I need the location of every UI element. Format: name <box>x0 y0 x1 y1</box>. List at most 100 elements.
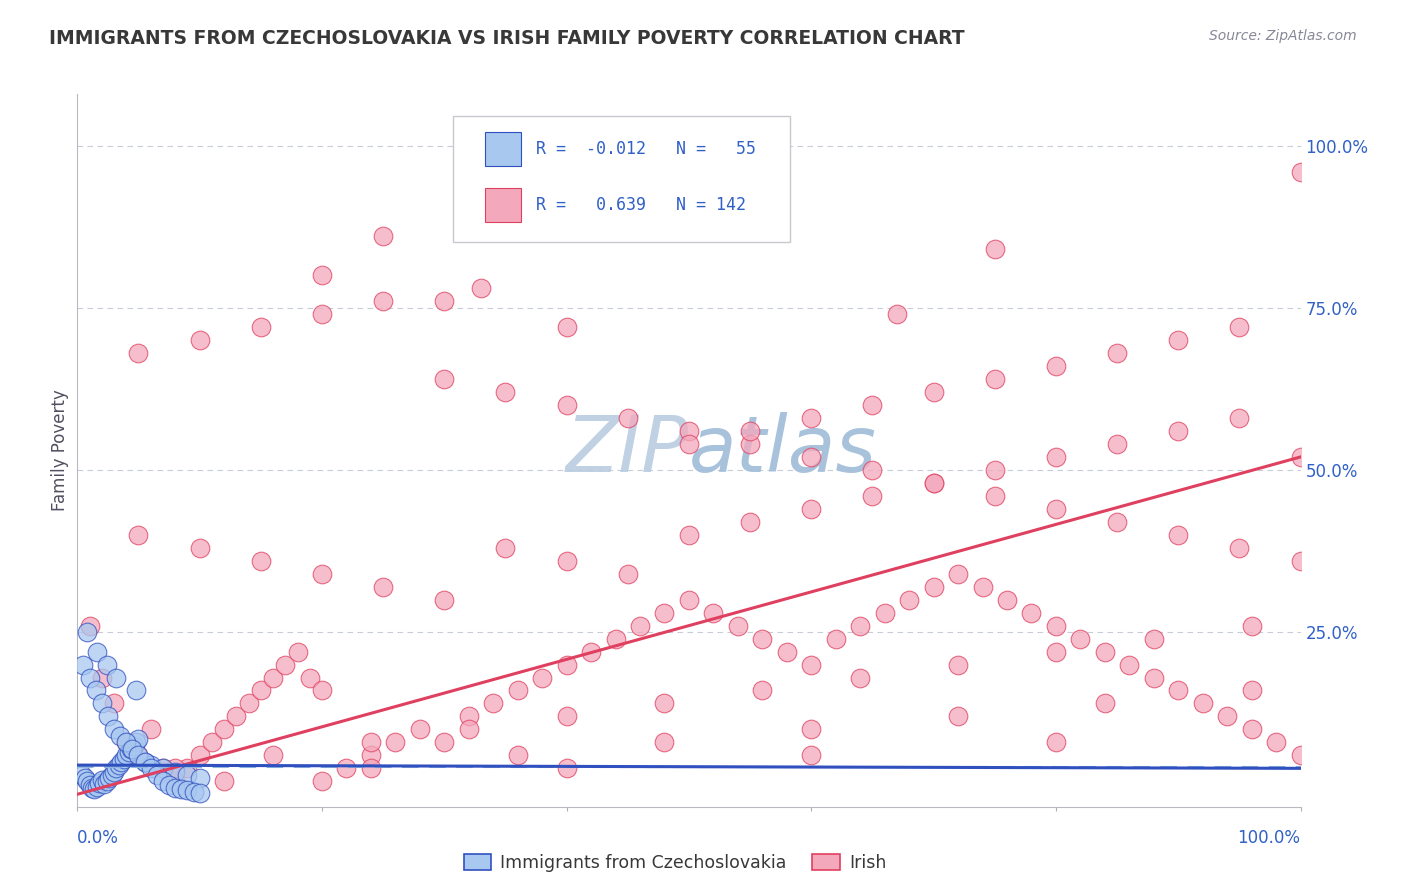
Point <box>654 606 676 620</box>
Point <box>751 683 773 698</box>
Point <box>678 216 700 230</box>
Point <box>1289 748 1312 763</box>
Point <box>1045 450 1067 464</box>
Point <box>139 761 162 775</box>
Point <box>1021 606 1043 620</box>
Legend: Immigrants from Czechoslovakia, Irish: Immigrants from Czechoslovakia, Irish <box>457 847 893 879</box>
Point <box>128 528 150 542</box>
Point <box>165 764 187 779</box>
Point <box>115 735 138 749</box>
Point <box>617 411 640 425</box>
Point <box>605 632 627 646</box>
Point <box>152 761 174 775</box>
Point <box>1094 697 1116 711</box>
Point <box>898 592 921 607</box>
Point <box>1118 657 1140 672</box>
Point <box>922 385 945 400</box>
Point <box>555 398 578 412</box>
Point <box>1045 735 1067 749</box>
Point <box>76 774 98 789</box>
Point <box>79 671 101 685</box>
Point <box>108 758 131 772</box>
Point <box>139 723 162 737</box>
Point <box>555 709 578 723</box>
Point <box>862 398 884 412</box>
Point <box>115 748 138 763</box>
Point <box>79 618 101 632</box>
Point <box>212 723 235 737</box>
Point <box>984 489 1007 503</box>
Point <box>984 463 1007 477</box>
Point <box>103 764 125 779</box>
Point <box>165 761 187 775</box>
Point <box>70 768 93 782</box>
Point <box>678 528 700 542</box>
Point <box>654 735 676 749</box>
Point <box>152 761 174 775</box>
Point <box>274 657 297 672</box>
Point <box>1289 554 1312 568</box>
Point <box>506 683 529 698</box>
Point <box>134 755 156 769</box>
Point <box>262 671 284 685</box>
Point <box>1143 632 1166 646</box>
Point <box>84 683 107 698</box>
Point <box>849 671 872 685</box>
Point <box>311 307 333 321</box>
Point <box>335 761 357 775</box>
Text: Source: ZipAtlas.com: Source: ZipAtlas.com <box>1209 29 1357 43</box>
Point <box>72 657 94 672</box>
Point <box>1289 450 1312 464</box>
Point <box>170 782 193 797</box>
Point <box>1229 320 1251 334</box>
Point <box>824 632 846 646</box>
Point <box>751 632 773 646</box>
Point <box>122 739 145 753</box>
FancyBboxPatch shape <box>453 117 790 242</box>
Point <box>311 774 333 789</box>
Point <box>128 748 150 763</box>
Point <box>125 683 148 698</box>
Point <box>212 774 235 789</box>
Point <box>108 729 131 743</box>
Point <box>176 783 198 797</box>
Point <box>862 489 884 503</box>
FancyBboxPatch shape <box>485 188 522 222</box>
Point <box>100 768 122 782</box>
Point <box>152 774 174 789</box>
Point <box>800 657 823 672</box>
Point <box>1107 515 1129 529</box>
Point <box>776 644 799 658</box>
Point <box>287 644 309 658</box>
Point <box>495 541 517 555</box>
Point <box>1167 528 1189 542</box>
Point <box>1167 333 1189 347</box>
Point <box>250 320 273 334</box>
Point <box>506 748 529 763</box>
Point <box>886 307 908 321</box>
Point <box>984 372 1007 386</box>
Point <box>1045 501 1067 516</box>
Point <box>165 774 187 789</box>
Text: R =  -0.012   N =   55: R = -0.012 N = 55 <box>536 140 756 158</box>
Point <box>96 657 118 672</box>
Point <box>1167 683 1189 698</box>
Point <box>80 780 103 795</box>
Point <box>98 771 121 785</box>
Point <box>1265 735 1288 749</box>
Point <box>628 618 651 632</box>
Point <box>800 450 823 464</box>
Point <box>1289 164 1312 178</box>
FancyBboxPatch shape <box>485 132 522 167</box>
Point <box>922 475 945 490</box>
Point <box>995 592 1018 607</box>
Point <box>262 748 284 763</box>
Point <box>105 671 128 685</box>
Point <box>1107 346 1129 360</box>
Point <box>1240 618 1263 632</box>
Point <box>800 411 823 425</box>
Point <box>128 732 150 747</box>
Point <box>531 671 554 685</box>
Text: 100.0%: 100.0% <box>1237 830 1301 847</box>
Point <box>1045 644 1067 658</box>
